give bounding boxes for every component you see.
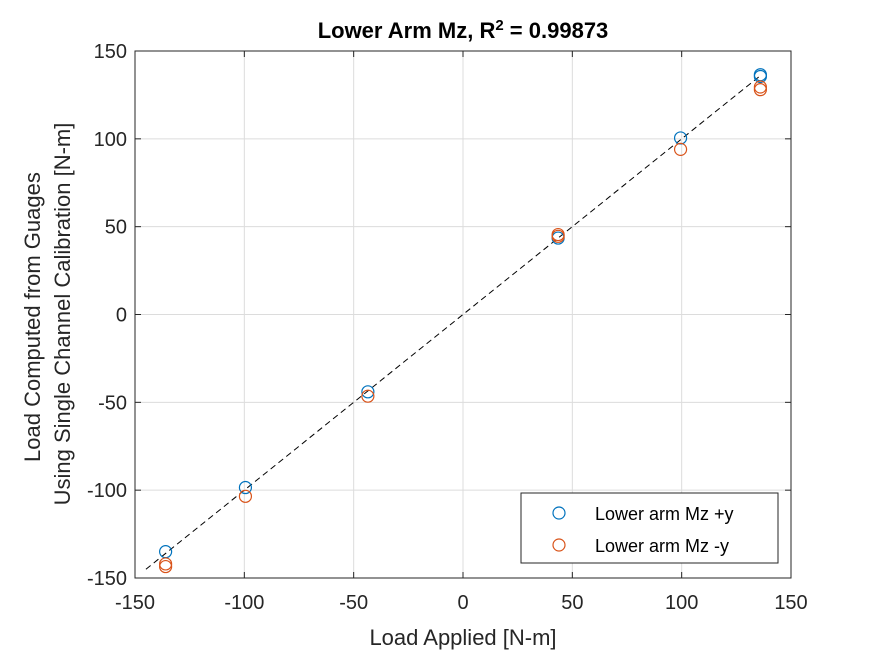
legend-marker-minus-y	[552, 538, 566, 552]
y-tick-label: 50	[105, 217, 127, 239]
y-tick-label: 150	[94, 41, 127, 63]
x-tick-label: 50	[561, 592, 583, 614]
y-tick-label: 100	[94, 129, 127, 151]
y-tick-label: -50	[98, 392, 127, 414]
legend-box	[520, 492, 779, 564]
data-point	[361, 385, 375, 399]
data-point	[159, 559, 173, 574]
reference-line	[145, 75, 761, 570]
x-tick-label: 0	[457, 592, 468, 614]
series-minus-y	[159, 80, 767, 574]
legend-label-minus-y: Lower arm Mz -y	[595, 536, 729, 556]
axis-ticks	[134, 50, 792, 579]
title-superscript: 2	[495, 17, 503, 34]
data-points-group	[159, 68, 767, 574]
x-tick-label: -50	[339, 592, 368, 614]
data-point	[673, 142, 688, 156]
data-point	[551, 227, 565, 242]
x-tick-labels: -150 -100 -50 0 50 100 150	[115, 592, 808, 614]
x-axis-label: Load Applied [N-m]	[369, 625, 556, 650]
data-point	[753, 80, 767, 94]
x-tick-label: -150	[115, 592, 155, 614]
data-point	[361, 389, 375, 403]
y-axis-label: Load Computed from Guages Using Single C…	[20, 123, 75, 506]
title-suffix: = 0.99873	[504, 18, 609, 43]
x-tick-label: -100	[224, 592, 264, 614]
reference-line-group	[145, 75, 761, 570]
legend-label-plus-y: Lower arm Mz +y	[595, 504, 734, 524]
data-point	[238, 489, 253, 503]
y-axis-label-line-1: Load Computed from Guages	[20, 172, 45, 462]
y-tick-label: -150	[87, 568, 127, 590]
x-tick-label: 100	[665, 592, 698, 614]
y-tick-labels: -150 -100 -50 0 50 100 150	[87, 41, 127, 590]
x-tick-label: 150	[774, 592, 807, 614]
y-axis-label-line-2: Using Single Channel Calibration [N-m]	[50, 123, 75, 506]
legend: Lower arm Mz +y Lower arm Mz -y	[520, 492, 779, 564]
data-point	[238, 480, 253, 495]
chart-title: Lower Arm Mz, R2 = 0.99873	[318, 17, 609, 44]
y-tick-label: -100	[87, 480, 127, 502]
y-tick-label: 0	[116, 305, 127, 327]
legend-marker-plus-y	[552, 506, 566, 520]
